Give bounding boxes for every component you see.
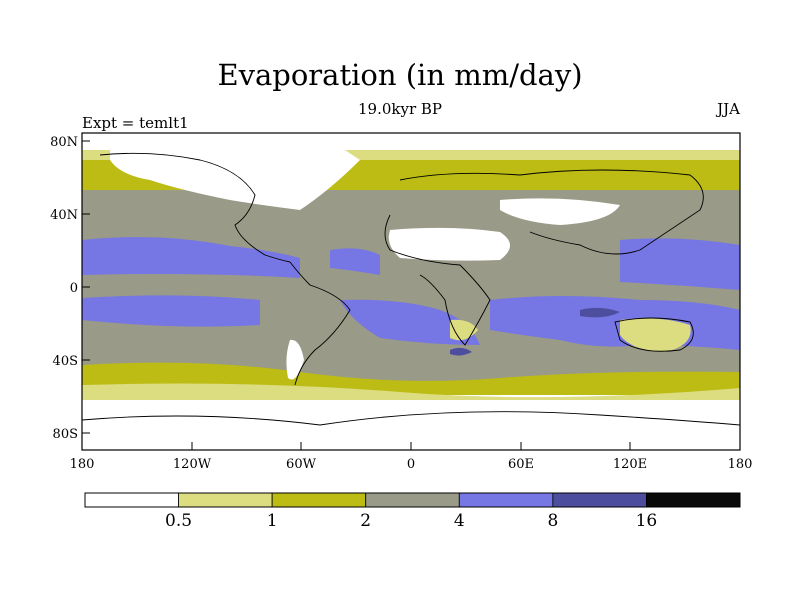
experiment-label: Expt = temlt1	[82, 114, 189, 132]
lat-label-40n: 40N	[50, 208, 78, 223]
coast-north-america	[99, 152, 291, 263]
field-patagonia	[286, 339, 304, 380]
coast-eurasia	[399, 169, 704, 255]
lon-label-180e: 180	[728, 457, 753, 472]
field-band-south-0-5-1	[82, 383, 740, 402]
field-australia	[620, 318, 691, 352]
coast-antarctica	[82, 411, 740, 426]
colorbar: 0.5 1 2 4 8 16	[84, 492, 741, 531]
lat-label-80s: 80S	[53, 427, 78, 442]
colorbar-swatch	[552, 492, 647, 508]
field-pacific-north-tropic	[82, 237, 300, 278]
colorbar-swatches	[84, 492, 741, 508]
lon-label-60w: 60W	[286, 457, 317, 472]
field-atlantic-north-tropic	[330, 248, 380, 275]
coast-south-america	[289, 261, 351, 386]
colorbar-swatch	[271, 492, 367, 508]
colorbar-label: 1	[267, 511, 278, 531]
colorbar-swatch	[178, 492, 273, 508]
field-pacific-south-tropic	[82, 295, 260, 327]
field-central-asia-dry	[500, 198, 620, 225]
lat-label-80n: 80N	[50, 135, 78, 150]
colorbar-swatch	[458, 492, 554, 508]
field-atlantic-south-tropic	[340, 299, 480, 345]
colorbar-swatch	[365, 492, 460, 508]
field-indian-max	[580, 307, 620, 318]
field-agulhas-max	[450, 347, 472, 356]
coast-africa	[384, 214, 491, 346]
coast-australia	[614, 317, 694, 352]
coastlines	[82, 152, 740, 426]
lon-label-180w: 180	[70, 457, 95, 472]
lon-label-0: 0	[407, 457, 415, 472]
season-label: JJA	[717, 100, 740, 118]
map-subtitle: 19.0kyr BP	[357, 100, 443, 118]
lon-label-120e: 120E	[613, 457, 647, 472]
map-title: Evaporation (in mm/day)	[217, 58, 583, 92]
colorbar-label: 16	[636, 511, 658, 531]
lon-label-60e: 60E	[508, 457, 534, 472]
evaporation-field	[82, 133, 740, 450]
colorbar-labels: 0.5 1 2 4 8 16	[165, 511, 657, 531]
colorbar-label: 4	[454, 511, 465, 531]
colorbar-label: 8	[547, 511, 558, 531]
colorbar-label: 0.5	[165, 511, 192, 531]
colorbar-swatch	[646, 492, 741, 508]
colorbar-swatch	[84, 492, 179, 508]
lon-label-120w: 120W	[173, 457, 212, 472]
field-west-pacific	[620, 238, 740, 290]
colorbar-frame	[84, 492, 741, 508]
field-band-2-4	[82, 190, 740, 390]
lon-ticks: 180 120W 60W 0 60E 120E 180	[70, 442, 753, 472]
lat-label-40s: 40S	[53, 354, 78, 369]
colorbar-label: 2	[360, 511, 371, 531]
field-sahara-dry	[388, 227, 510, 261]
lat-ticks: 80N 40N 0 40S 80S	[50, 135, 90, 442]
lat-label-0: 0	[70, 281, 78, 296]
field-band-south-lt-0-5	[82, 400, 740, 450]
